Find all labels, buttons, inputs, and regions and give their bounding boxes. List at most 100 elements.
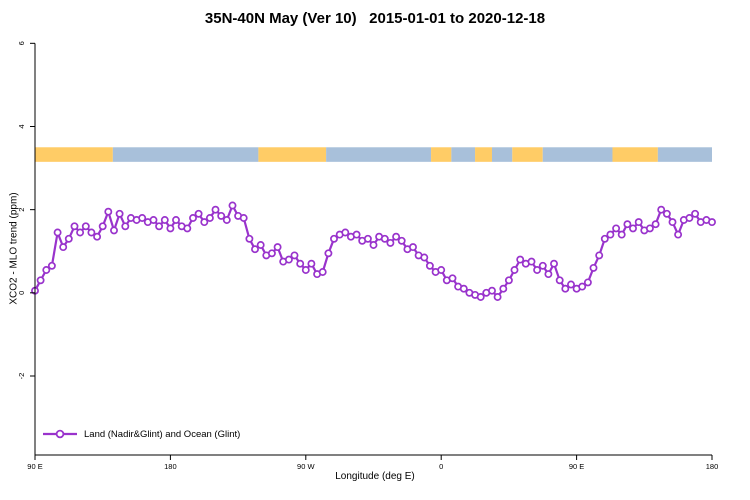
data-point-marker xyxy=(172,216,180,224)
data-point-marker xyxy=(53,228,62,237)
data-point-marker xyxy=(674,230,683,239)
data-point-marker xyxy=(115,209,124,218)
data-point-marker xyxy=(228,201,237,210)
band-segment-ocean xyxy=(451,147,476,162)
y-tick-label: -2 xyxy=(17,373,26,380)
data-point-marker xyxy=(341,228,350,237)
data-point-marker xyxy=(363,234,372,243)
data-point-marker xyxy=(567,280,575,289)
data-point-marker xyxy=(510,266,519,274)
data-point-marker xyxy=(499,284,508,293)
data-point-marker xyxy=(645,224,654,233)
data-point-marker xyxy=(87,228,96,237)
data-point-marker xyxy=(629,224,637,233)
data-point-marker xyxy=(211,205,220,214)
data-point-marker xyxy=(527,257,536,266)
data-point-marker xyxy=(98,222,107,231)
data-point-marker xyxy=(284,255,293,264)
data-point-marker xyxy=(189,214,197,222)
data-point-marker xyxy=(290,251,299,260)
data-point-marker xyxy=(437,266,446,274)
data-point-marker xyxy=(662,209,671,218)
data-point-marker xyxy=(155,222,164,231)
band-segment-land xyxy=(512,147,543,162)
data-point-marker xyxy=(245,234,254,243)
legend: Land (Nadir&Glint) and Ocean (Glint) xyxy=(42,426,240,442)
data-point-marker xyxy=(104,207,113,216)
data-point-marker xyxy=(409,243,417,252)
band-segment-ocean xyxy=(491,147,513,162)
x-tick-label: 180 xyxy=(706,462,719,471)
x-tick-label: 90 E xyxy=(27,462,42,471)
x-axis-label: Longitude (deg E) xyxy=(335,471,415,482)
data-point-marker xyxy=(386,238,395,247)
data-point-marker xyxy=(589,263,598,272)
data-point-marker xyxy=(651,220,660,229)
data-point-marker xyxy=(420,253,429,262)
band-segment-ocean xyxy=(542,147,613,162)
data-point-marker xyxy=(318,268,327,276)
band-segment-land xyxy=(258,147,327,162)
data-point-marker xyxy=(121,222,130,231)
data-point-marker xyxy=(623,220,632,229)
data-point-marker xyxy=(595,251,604,260)
data-point-marker xyxy=(330,234,338,243)
data-point-marker xyxy=(36,276,45,285)
data-point-marker xyxy=(555,276,564,285)
data-point-marker xyxy=(324,249,333,258)
data-point-marker xyxy=(685,214,694,222)
data-point-marker xyxy=(70,222,79,231)
band-segment-land xyxy=(431,147,452,162)
data-point-marker xyxy=(369,241,378,249)
x-tick-label: 90 W xyxy=(297,462,315,471)
data-point-marker xyxy=(397,236,406,245)
data-point-marker xyxy=(493,293,502,301)
data-point-marker xyxy=(205,214,214,222)
data-point-marker xyxy=(217,211,226,220)
data-point-marker xyxy=(301,266,310,274)
data-point-marker xyxy=(296,259,305,268)
data-point-marker xyxy=(708,218,716,227)
data-point-marker xyxy=(657,205,666,214)
data-point-marker xyxy=(606,230,615,239)
data-point-marker xyxy=(138,214,147,222)
data-point-marker xyxy=(93,232,102,241)
data-point-marker xyxy=(42,266,51,274)
data-point-marker xyxy=(76,228,85,237)
legend-label: Land (Nadir&Glint) and Ocean (Glint) xyxy=(84,428,241,440)
data-point-marker xyxy=(380,234,389,243)
data-point-marker xyxy=(64,234,73,243)
data-point-marker xyxy=(691,209,700,218)
band-segment-land xyxy=(35,147,113,162)
data-point-marker xyxy=(256,241,265,249)
data-point-marker xyxy=(81,222,90,231)
band-segment-ocean xyxy=(112,147,259,162)
data-point-marker xyxy=(183,224,192,233)
data-point-marker xyxy=(166,224,175,233)
data-point-marker xyxy=(516,255,525,264)
data-point-marker xyxy=(352,230,361,239)
data-point-marker xyxy=(267,249,276,258)
chart-title: 35N-40N May (Ver 10) 2015-01-01 to 2020-… xyxy=(204,10,546,27)
data-point-marker xyxy=(634,218,643,227)
y-tick-label: 4 xyxy=(17,124,26,128)
data-point-marker xyxy=(47,261,56,270)
data-point-marker xyxy=(59,243,68,252)
data-point-marker xyxy=(110,226,118,235)
data-point-marker xyxy=(544,270,553,279)
x-tick-label: 0 xyxy=(439,462,443,471)
data-point-marker xyxy=(273,243,282,252)
data-point-marker xyxy=(251,245,259,254)
data-point-marker xyxy=(612,224,621,233)
band-segment-land xyxy=(475,147,492,162)
data-point-marker xyxy=(533,266,542,274)
data-point-marker xyxy=(194,209,203,218)
x-tick-label: 90 E xyxy=(569,462,584,471)
band-segment-ocean xyxy=(326,147,432,162)
data-point-marker xyxy=(392,232,401,241)
data-point-marker xyxy=(239,214,248,222)
data-point-marker xyxy=(476,293,485,301)
data-point-marker xyxy=(459,284,468,293)
